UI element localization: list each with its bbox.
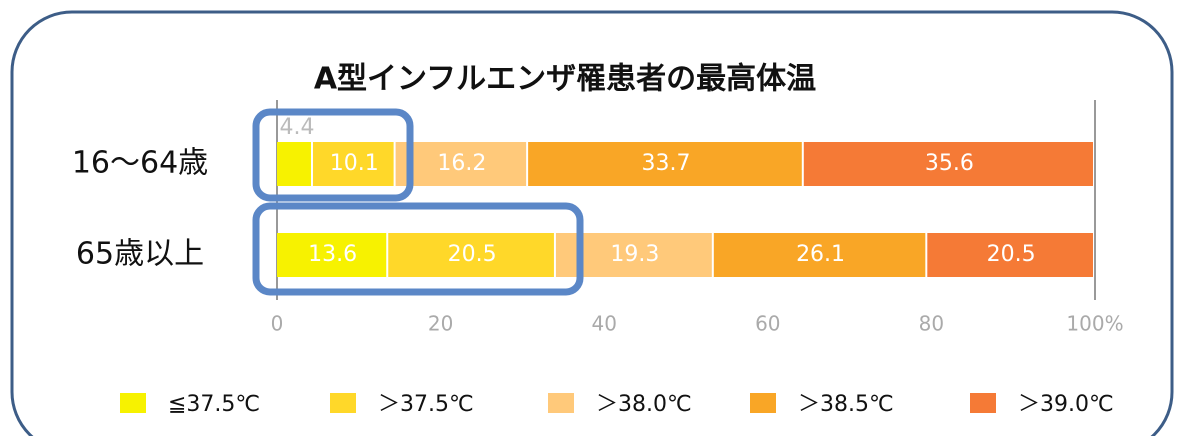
bar-segment xyxy=(528,142,802,186)
legend-swatch xyxy=(548,393,574,413)
value-label: 10.1 xyxy=(330,151,379,176)
legend-swatch xyxy=(970,393,996,413)
x-tick-label: 0 xyxy=(271,312,284,336)
legend-label: ＞37.5℃ xyxy=(378,392,474,417)
value-label: 33.7 xyxy=(641,151,690,176)
highlight-box xyxy=(252,202,584,296)
value-label: 19.3 xyxy=(610,242,659,267)
bar-segment xyxy=(312,142,394,186)
category-label: 16〜64歳 xyxy=(72,146,208,181)
value-label: 13.6 xyxy=(308,242,357,267)
bar-segment xyxy=(713,233,926,277)
legend-label: ＞38.5℃ xyxy=(798,392,894,417)
bar-segment xyxy=(927,233,1093,277)
value-label: 35.6 xyxy=(925,151,974,176)
highlight-box xyxy=(252,108,414,202)
x-tick-label: 100% xyxy=(1066,312,1123,336)
x-tick-label: 20 xyxy=(428,312,453,336)
legend-swatch xyxy=(750,393,776,413)
value-label: 16.2 xyxy=(437,151,486,176)
x-tick-label: 80 xyxy=(919,312,944,336)
legend-label: ≦37.5℃ xyxy=(168,392,260,417)
bar-segment xyxy=(277,233,387,277)
plot: 0 20 40 60 80 100% 16〜64歳 4.4 10.1 16.2 33.7 35.6 65… xyxy=(72,100,1124,417)
bar-segment xyxy=(395,142,527,186)
x-tick-label: 60 xyxy=(755,312,780,336)
legend-swatch xyxy=(120,393,146,413)
x-tick-label: 40 xyxy=(591,312,616,336)
frame xyxy=(10,10,1174,436)
bar-segment xyxy=(803,142,1093,186)
bar-segment xyxy=(277,142,311,186)
value-label: 26.1 xyxy=(796,242,845,267)
value-label: 4.4 xyxy=(280,115,315,140)
legend-swatch xyxy=(330,393,356,413)
bar-segment xyxy=(388,233,554,277)
value-label: 20.5 xyxy=(987,242,1036,267)
chart-title: A型インフルエンザ罹患者の最高体温 xyxy=(314,62,816,97)
value-label: 20.5 xyxy=(448,242,497,267)
legend-label: ＞38.0℃ xyxy=(596,392,692,417)
category-label: 65歳以上 xyxy=(76,237,204,272)
legend-label: ＞39.0℃ xyxy=(1018,392,1114,417)
